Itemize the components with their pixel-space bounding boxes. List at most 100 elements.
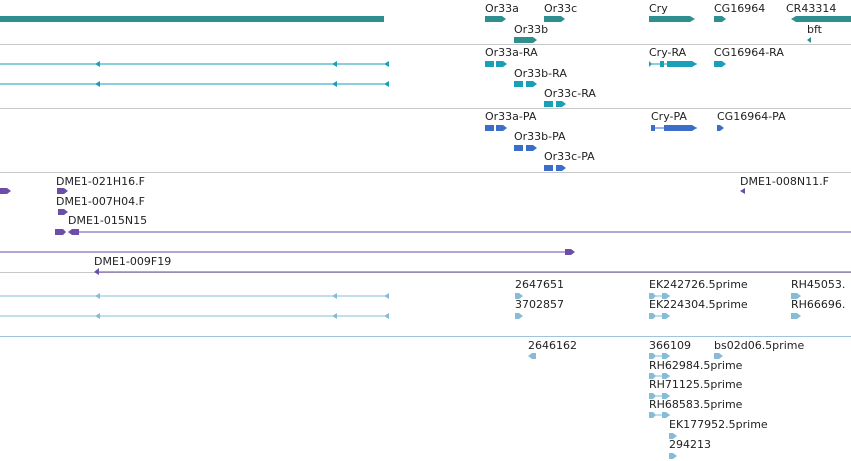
transcript-label-or33b-ra[interactable]: Or33b-RA xyxy=(514,67,567,80)
transcript-glyph[interactable] xyxy=(649,61,652,67)
proteins-track xyxy=(485,125,724,171)
bac-glyph[interactable] xyxy=(68,229,79,235)
protein-label-cry-pa[interactable]: Cry-PA xyxy=(651,110,687,123)
gene-glyph[interactable] xyxy=(807,37,811,43)
transcript-glyph[interactable] xyxy=(526,81,537,87)
bac-label-dme1-008n11[interactable]: DME1-008N11.F xyxy=(740,175,829,188)
cdna-label-rh66696[interactable]: RH66696. xyxy=(791,298,846,311)
cdna-label-3702857[interactable]: 3702857 xyxy=(515,298,564,311)
est-glyph[interactable] xyxy=(662,393,670,399)
bac-glyph[interactable] xyxy=(94,268,99,275)
transcript-glyph[interactable] xyxy=(485,61,494,67)
est-track xyxy=(528,353,723,459)
protein-glyph[interactable] xyxy=(544,165,553,171)
transcript-glyph[interactable] xyxy=(544,101,553,107)
protein-glyph[interactable] xyxy=(651,125,655,131)
cdna-glyph[interactable] xyxy=(515,313,523,319)
bac-label-dme1-015n15[interactable]: DME1-015N15 xyxy=(68,214,148,227)
est-label-rh71125[interactable]: RH71125.5prime xyxy=(649,378,743,391)
est-label-bs02d06[interactable]: bs02d06.5prime xyxy=(714,339,805,352)
est-label-rh68583[interactable]: RH68583.5prime xyxy=(649,398,743,411)
cdna-label-ek242726[interactable]: EK242726.5prime xyxy=(649,278,748,291)
transcript-label-cry-ra[interactable]: Cry-RA xyxy=(649,46,687,59)
transcript-glyph[interactable] xyxy=(660,61,664,67)
track-divider-transcripts xyxy=(0,108,851,109)
transcript-label-cg16964-ra[interactable]: CG16964-RA xyxy=(714,46,784,59)
cdna-track xyxy=(0,293,801,319)
gene-label-or33b[interactable]: Or33b xyxy=(514,23,549,36)
est-label-ek177952[interactable]: EK177952.5prime xyxy=(669,418,768,431)
bac-label-dme1-007h04[interactable]: DME1-007H04.F xyxy=(56,195,145,208)
cdna-glyph[interactable] xyxy=(662,313,670,319)
protein-label-cg16964-pa[interactable]: CG16964-PA xyxy=(717,110,786,123)
est-glyph[interactable] xyxy=(714,353,723,359)
gene-label-cr43314[interactable]: CR43314 xyxy=(786,2,837,15)
bac-glyph[interactable] xyxy=(740,188,745,194)
transcript-glyph[interactable] xyxy=(556,101,566,107)
bac-glyph[interactable] xyxy=(57,188,68,194)
gene-label-cg16964[interactable]: CG16964 xyxy=(714,2,766,15)
cdna-glyph[interactable] xyxy=(791,313,801,319)
cdna-label-2647651[interactable]: 2647651 xyxy=(515,278,564,291)
est-label-366109[interactable]: 366109 xyxy=(649,339,691,352)
cdna-glyph[interactable] xyxy=(649,293,656,299)
transcripts-track xyxy=(0,61,726,107)
track-divider-cdna xyxy=(0,336,851,337)
cdna-label-ek224304[interactable]: EK224304.5prime xyxy=(649,298,748,311)
est-glyph[interactable] xyxy=(669,433,677,439)
gene-glyph[interactable] xyxy=(514,37,537,43)
bac-glyph[interactable] xyxy=(55,229,66,235)
est-label-2646162[interactable]: 2646162 xyxy=(528,339,577,352)
protein-label-or33b-pa[interactable]: Or33b-PA xyxy=(514,130,566,143)
protein-label-or33a-pa[interactable]: Or33a-PA xyxy=(485,110,537,123)
cdna-glyph[interactable] xyxy=(515,293,523,299)
bac-glyph[interactable] xyxy=(565,249,575,255)
est-glyph[interactable] xyxy=(649,393,656,399)
cdna-glyph[interactable] xyxy=(791,293,801,299)
gene-glyph[interactable] xyxy=(0,16,384,22)
gene-label-or33a[interactable]: Or33a xyxy=(485,2,519,15)
gene-glyph[interactable] xyxy=(714,16,726,22)
cdna-glyph[interactable] xyxy=(662,293,670,299)
bac-label-dme1-021h16[interactable]: DME1-021H16.F xyxy=(56,175,145,188)
bac-glyph[interactable] xyxy=(0,188,11,194)
gene-glyph[interactable] xyxy=(791,16,851,22)
track-divider-genes xyxy=(0,44,851,45)
est-glyph[interactable] xyxy=(669,453,677,459)
transcript-glyph[interactable] xyxy=(514,81,523,87)
transcript-glyph[interactable] xyxy=(667,61,697,67)
gene-label-cry[interactable]: Cry xyxy=(649,2,668,15)
gene-glyph[interactable] xyxy=(649,16,695,22)
bac-glyph[interactable] xyxy=(58,209,68,215)
cdna-glyph[interactable] xyxy=(649,313,656,319)
est-glyph[interactable] xyxy=(649,412,656,418)
protein-glyph[interactable] xyxy=(717,125,724,131)
protein-glyph[interactable] xyxy=(496,125,507,131)
bac-track xyxy=(0,188,851,275)
gene-glyph[interactable] xyxy=(544,16,565,22)
gene-label-bft[interactable]: bft xyxy=(807,23,822,36)
est-glyph[interactable] xyxy=(649,373,656,379)
gene-label-or33c[interactable]: Or33c xyxy=(544,2,578,15)
transcript-label-or33c-ra[interactable]: Or33c-RA xyxy=(544,87,596,100)
transcript-label-or33a-ra[interactable]: Or33a-RA xyxy=(485,46,538,59)
est-glyph[interactable] xyxy=(662,373,670,379)
est-glyph[interactable] xyxy=(528,353,536,359)
protein-label-or33c-pa[interactable]: Or33c-PA xyxy=(544,150,595,163)
protein-glyph[interactable] xyxy=(556,165,566,171)
est-label-rh62984[interactable]: RH62984.5prime xyxy=(649,359,743,372)
transcript-glyph[interactable] xyxy=(496,61,507,67)
est-glyph[interactable] xyxy=(662,412,670,418)
bac-label-dme1-009f19[interactable]: DME1-009F19 xyxy=(94,255,172,268)
est-label-294213[interactable]: 294213 xyxy=(669,438,711,451)
protein-glyph[interactable] xyxy=(664,125,697,131)
protein-glyph[interactable] xyxy=(526,145,537,151)
protein-glyph[interactable] xyxy=(514,145,523,151)
cdna-label-rh45053[interactable]: RH45053. xyxy=(791,278,846,291)
track-divider-proteins xyxy=(0,172,851,173)
protein-glyph[interactable] xyxy=(485,125,494,131)
transcript-glyph[interactable] xyxy=(714,61,726,67)
gene-glyph[interactable] xyxy=(485,16,506,22)
